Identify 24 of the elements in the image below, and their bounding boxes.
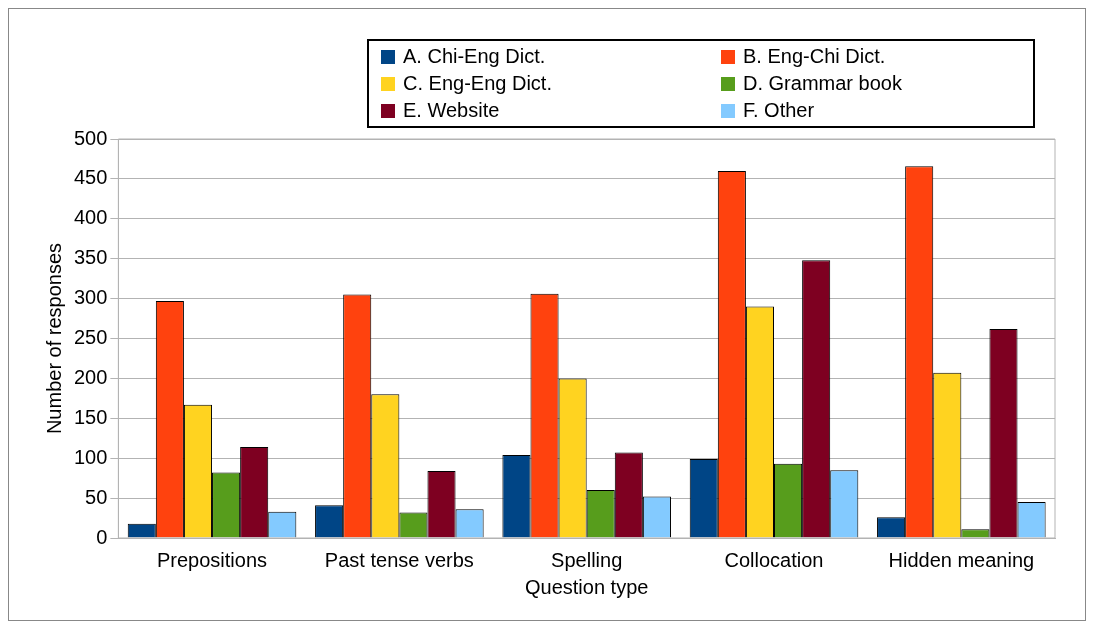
x-tick-label: Spelling — [551, 548, 623, 571]
y-tick-label: 350 — [73, 246, 108, 269]
legend-label: B. Eng-Chi Dict. — [743, 45, 886, 68]
y-tick-label: 450 — [73, 166, 108, 189]
y-tick-label: 50 — [85, 485, 108, 508]
legend-label: A. Chi-Eng Dict. — [403, 45, 546, 68]
legend-label: E. Website — [403, 99, 500, 122]
y-tick-label: 150 — [73, 405, 108, 428]
y-tick-label: 200 — [73, 365, 108, 388]
legend-label: D. Grammar book — [743, 72, 902, 95]
x-tick-label: Past tense verbs — [324, 548, 474, 571]
x-tick-label: Hidden meaning — [888, 548, 1035, 571]
legend-label: F. Other — [743, 99, 815, 122]
x-tick-label: Prepositions — [157, 548, 268, 571]
y-tick-label: 300 — [73, 286, 108, 309]
x-tick-label: Collocation — [724, 548, 824, 571]
y-axis-title: Number of responses — [42, 242, 65, 435]
legend-label: C. Eng-Eng Dict. — [403, 72, 552, 95]
y-tick-label: 100 — [73, 445, 108, 468]
y-tick-label: 400 — [73, 206, 108, 229]
x-axis-title: Question type — [524, 575, 649, 598]
y-tick-label: 250 — [73, 326, 108, 349]
y-tick-label: 500 — [73, 126, 108, 149]
y-tick-label: 0 — [96, 525, 108, 548]
